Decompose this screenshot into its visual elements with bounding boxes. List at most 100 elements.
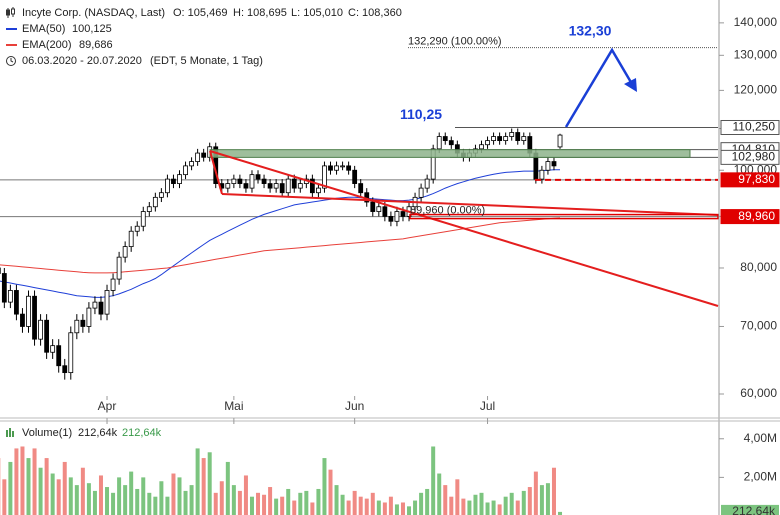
volume-bar bbox=[20, 446, 25, 515]
annotation: 110,25 bbox=[400, 106, 442, 122]
y-tick-label: 60,000 bbox=[740, 386, 777, 400]
candle-body bbox=[7, 290, 13, 303]
legend-label: EMA(200) bbox=[22, 39, 72, 51]
ema-line bbox=[0, 217, 561, 274]
candle-body bbox=[479, 144, 484, 150]
volume-bar bbox=[177, 477, 182, 515]
volume-bar bbox=[231, 485, 236, 515]
candle-body bbox=[225, 183, 231, 189]
volume-bar bbox=[225, 461, 230, 515]
candle-body bbox=[140, 211, 146, 227]
candle-body bbox=[322, 165, 327, 189]
level-box bbox=[720, 209, 780, 225]
drawings: 132,290 (100.00%) 89,960 (0.00%) 110,25 132… bbox=[209, 22, 719, 307]
volume-bar bbox=[539, 485, 544, 515]
candle-body bbox=[388, 215, 394, 222]
candle-body bbox=[249, 174, 255, 189]
candle-body bbox=[80, 319, 86, 327]
volume-bar bbox=[388, 496, 393, 515]
candle-body bbox=[346, 165, 352, 171]
candles bbox=[0, 128, 691, 380]
fib-label: 89,960 (0.00%) bbox=[410, 204, 485, 216]
volume-bar bbox=[431, 446, 436, 515]
volume-bar bbox=[527, 487, 532, 515]
volume-bar bbox=[533, 471, 538, 515]
volume-bar bbox=[280, 496, 285, 515]
volume-bar bbox=[8, 461, 13, 515]
x-tick-label: Apr bbox=[98, 399, 117, 413]
volume-bar bbox=[316, 488, 321, 515]
candle-body bbox=[165, 178, 170, 194]
clock-icon bbox=[6, 56, 16, 66]
legend-value: 89,686 bbox=[79, 39, 113, 51]
candle-body bbox=[424, 178, 430, 189]
volume-bar bbox=[92, 490, 97, 515]
volume-bar bbox=[497, 504, 502, 515]
volume-bar bbox=[376, 500, 381, 515]
candle-body bbox=[309, 178, 315, 194]
volume-bar bbox=[521, 490, 526, 515]
volume-bar bbox=[358, 496, 363, 515]
volume-bar bbox=[105, 487, 110, 515]
level-box bbox=[720, 119, 780, 135]
volume-bar bbox=[219, 481, 224, 515]
volume-bar bbox=[370, 492, 375, 515]
candle-body bbox=[122, 246, 128, 258]
volume-bar bbox=[346, 500, 351, 515]
volume-legend-value: 212,64k bbox=[78, 427, 118, 439]
quote-close: C: 108,360 bbox=[348, 7, 402, 19]
projection-arrow bbox=[564, 47, 634, 128]
candle-body bbox=[436, 136, 442, 150]
quote-open: O: 105,469 bbox=[173, 7, 227, 19]
candle-body bbox=[430, 148, 436, 180]
candle-body bbox=[551, 161, 557, 167]
candle-body bbox=[442, 136, 448, 142]
candle-body bbox=[279, 183, 285, 194]
candle-body bbox=[497, 136, 503, 142]
volume-bar bbox=[485, 502, 490, 515]
volume-legend-value: 212,64k bbox=[122, 427, 162, 439]
candle-body bbox=[56, 345, 62, 367]
volume-bar bbox=[50, 473, 55, 515]
volume-bar bbox=[32, 448, 37, 515]
volume-bar bbox=[183, 490, 188, 515]
candle-body bbox=[134, 225, 140, 232]
candle-body bbox=[448, 140, 454, 146]
volume-bar bbox=[340, 494, 345, 515]
volume-bar bbox=[443, 485, 448, 515]
volume-bar bbox=[14, 448, 19, 515]
y-tick-label: 70,000 bbox=[740, 319, 777, 333]
candle-body bbox=[20, 313, 25, 327]
candle-body bbox=[418, 187, 424, 198]
volume-bar bbox=[68, 477, 73, 515]
y-tick-label: 120,000 bbox=[734, 83, 778, 97]
candle-body bbox=[26, 295, 31, 327]
candle-body bbox=[376, 206, 382, 212]
candle-icon bbox=[6, 7, 15, 18]
candle-body bbox=[521, 136, 527, 142]
candle-body bbox=[334, 165, 339, 171]
candle-body bbox=[316, 187, 321, 194]
candle-body bbox=[394, 211, 400, 222]
volume-bar bbox=[400, 502, 405, 515]
candle-body bbox=[255, 174, 261, 180]
candle-body bbox=[189, 161, 194, 167]
trend-line bbox=[209, 150, 719, 307]
volume-bar bbox=[449, 496, 454, 515]
volume-bar bbox=[98, 475, 103, 515]
volume-bar bbox=[491, 500, 496, 515]
volume-bar bbox=[551, 467, 556, 515]
chart-title: Incyte Corp. (NASDAQ, Last) bbox=[22, 7, 165, 19]
volume-bar bbox=[304, 490, 309, 515]
candle-body bbox=[183, 165, 188, 176]
y-tick-label: 2,00M bbox=[744, 470, 777, 484]
volume-bar bbox=[135, 488, 140, 515]
candle-body bbox=[539, 169, 545, 180]
volume-bar bbox=[86, 483, 91, 515]
candle-body bbox=[503, 136, 509, 142]
candle-body bbox=[491, 136, 496, 142]
volume-bar bbox=[437, 473, 442, 515]
candle-body bbox=[515, 132, 521, 142]
fib-label: 132,290 (100.00%) bbox=[408, 36, 502, 48]
